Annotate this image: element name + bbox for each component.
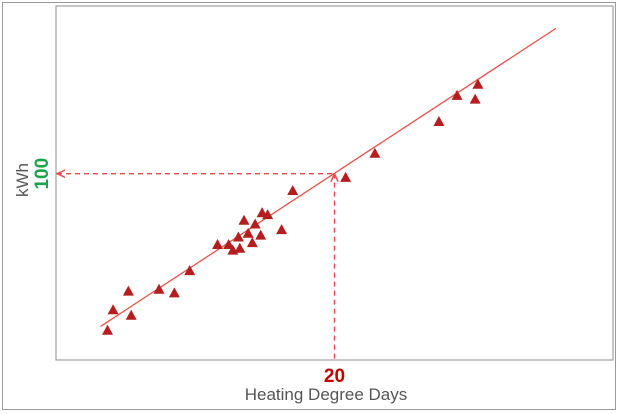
data-point (262, 209, 274, 220)
data-point (255, 229, 267, 240)
data-point (469, 93, 481, 104)
data-point (102, 324, 114, 335)
callout-x-value: 20 (324, 366, 345, 387)
callout-y-value: 100 (32, 158, 53, 190)
data-point (451, 89, 463, 100)
data-point (153, 283, 165, 294)
data-point (238, 214, 250, 225)
data-point (340, 171, 352, 182)
data-point (242, 227, 254, 238)
data-point (433, 116, 445, 127)
scatter-points (102, 78, 484, 335)
data-point (276, 224, 288, 235)
chart-frame (2, 2, 616, 410)
y-axis-title: kWh (13, 163, 32, 197)
trendline (100, 27, 557, 328)
data-point (249, 218, 261, 229)
data-point (212, 238, 224, 249)
data-point (287, 184, 299, 195)
data-point (223, 238, 235, 249)
data-point (107, 304, 119, 315)
data-point (234, 242, 246, 253)
data-point (184, 265, 196, 276)
data-point (246, 237, 258, 248)
data-point (472, 78, 484, 89)
data-point (232, 231, 244, 242)
data-point (168, 287, 180, 298)
x-axis-title: Heating Degree Days (245, 385, 408, 404)
data-point (122, 285, 134, 296)
data-point (125, 309, 137, 320)
data-point (369, 147, 381, 158)
plot-area (55, 5, 614, 361)
